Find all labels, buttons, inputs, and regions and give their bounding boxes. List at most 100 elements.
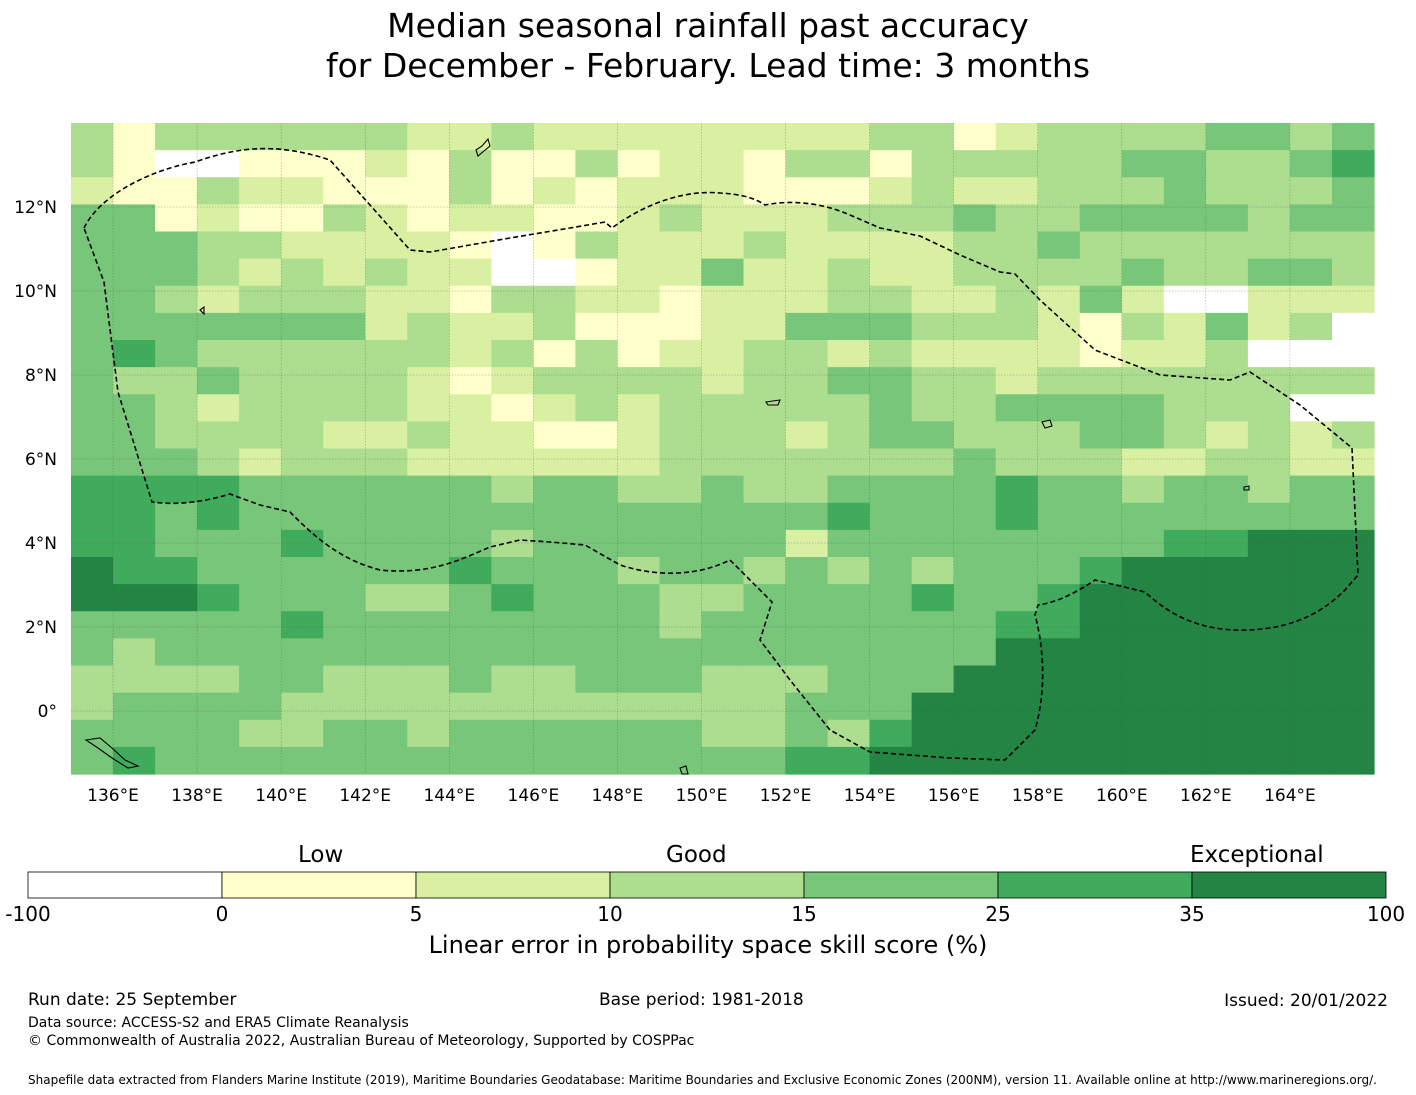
grid-cell [365, 448, 408, 477]
grid-cell [1079, 746, 1123, 775]
grid-cell [617, 502, 661, 531]
grid-cell [197, 231, 240, 260]
grid-cell [743, 150, 787, 178]
grid-cell [533, 529, 576, 558]
longitude-tick: 142°E [339, 786, 391, 806]
grid-cell [323, 231, 366, 260]
grid-cell [575, 421, 619, 450]
grid-cell [1079, 231, 1123, 260]
grid-cell [869, 475, 913, 504]
grid-cell [323, 475, 366, 504]
grid-cell [491, 204, 534, 233]
grid-cell [155, 611, 198, 639]
grid-cell [1121, 312, 1165, 341]
grid-cell [575, 177, 619, 205]
grid-cell [1079, 502, 1123, 531]
grid-cell [71, 150, 114, 178]
grid-cell [449, 258, 492, 287]
grid-cell [1037, 719, 1081, 748]
grid-cell [1331, 719, 1375, 748]
grid-cell [785, 475, 829, 504]
grid-cell [449, 719, 492, 748]
grid-cell [1163, 204, 1207, 233]
grid-cell [701, 177, 745, 205]
grid-cell [407, 529, 450, 558]
grid-cell [1121, 367, 1165, 395]
grid-cell [239, 394, 282, 422]
grid-cell [1163, 557, 1207, 585]
colorbar-segment [27, 871, 223, 899]
grid-cell [575, 502, 619, 531]
grid-cell [1205, 692, 1249, 721]
grid-cell [1037, 285, 1081, 314]
grid-cell [1289, 502, 1333, 531]
grid-cell [1331, 692, 1375, 721]
grid-cell [197, 475, 240, 504]
grid-cell [1163, 177, 1207, 205]
grid-cell [1121, 692, 1165, 721]
grid-cell [995, 665, 1039, 694]
grid-cell [281, 150, 324, 178]
grid-cell [785, 692, 829, 721]
grid-cell [1163, 746, 1207, 775]
grid-cell [281, 340, 324, 368]
grid-cell [323, 150, 366, 178]
grid-cell [155, 475, 198, 504]
grid-cell [1331, 123, 1375, 151]
grid-cell [827, 231, 871, 260]
grid-cell [533, 611, 576, 639]
grid-cell [407, 204, 450, 233]
grid-cell [71, 611, 114, 639]
grid-cell [785, 123, 829, 151]
grid-cell [575, 448, 619, 477]
grid-cell [1121, 204, 1165, 233]
grid-cell [197, 502, 240, 531]
grid-cell [659, 719, 703, 748]
grid-cell [407, 502, 450, 531]
colorbar-segment [609, 871, 805, 899]
grid-cell [407, 421, 450, 450]
grid-cell [995, 231, 1039, 260]
grid-cell [1331, 502, 1375, 531]
grid-cell [365, 150, 408, 178]
grid-cell [155, 746, 198, 775]
grid-cell [1121, 394, 1165, 422]
grid-cell [365, 340, 408, 368]
grid-cell [617, 611, 661, 639]
grid-cell [533, 746, 576, 775]
grid-cell [533, 421, 576, 450]
grid-cell [953, 475, 997, 504]
grid-cell [995, 177, 1039, 205]
grid-cell [449, 665, 492, 694]
grid-cell [953, 394, 997, 422]
grid-cell [1079, 529, 1123, 558]
grid-cell [1289, 150, 1333, 178]
grid-cell [281, 448, 324, 477]
latitude-tick-labels: 0° 2°N 4°N 6°N 8°N 10°N 12°N [14, 198, 57, 722]
longitude-tick: 146°E [508, 786, 560, 806]
grid-cell [449, 340, 492, 368]
grid-cell [1121, 502, 1165, 531]
grid-cell [953, 123, 997, 151]
grid-cell [1121, 150, 1165, 178]
grid-cell [323, 421, 366, 450]
latitude-tick: 12°N [14, 198, 57, 218]
map-title-line-1: Median seasonal rainfall past accuracy [387, 6, 1029, 45]
grid-cell [911, 746, 955, 775]
longitude-tick: 148°E [592, 786, 644, 806]
grid-cell [491, 367, 534, 395]
grid-cell [533, 475, 576, 504]
grid-cell [617, 177, 661, 205]
longitude-tick: 160°E [1096, 786, 1148, 806]
grid-cell [113, 421, 156, 450]
grid-cell [407, 475, 450, 504]
grid-cell [1205, 448, 1249, 477]
grid-cell [785, 557, 829, 585]
grid-cell [953, 231, 997, 260]
grid-cell [827, 584, 871, 612]
grid-cell [1037, 557, 1081, 585]
grid-cell [1079, 285, 1123, 314]
grid-cell [785, 665, 829, 694]
grid-cell [113, 448, 156, 477]
grid-cell [785, 584, 829, 612]
